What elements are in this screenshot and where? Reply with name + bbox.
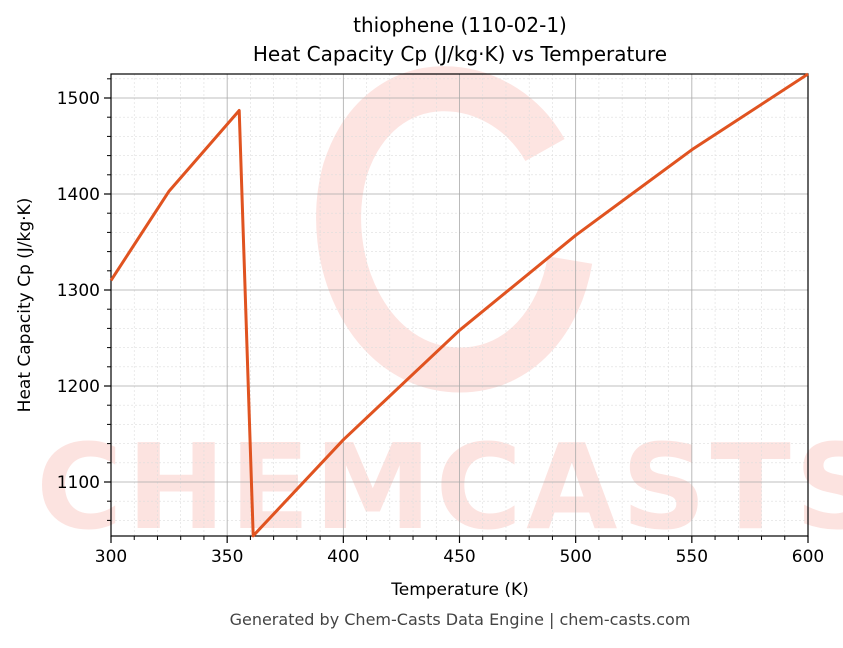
x-tick-label: 600: [792, 547, 824, 567]
y-tick-label: 1400: [57, 185, 100, 205]
x-tick-label: 500: [559, 547, 591, 567]
x-tick-label: 350: [211, 547, 243, 567]
chart-title: thiophene (110-02-1): [353, 13, 567, 37]
x-axis-label: Temperature (K): [390, 580, 529, 600]
y-tick-label: 1200: [57, 377, 100, 397]
y-tick-label: 1500: [57, 89, 100, 109]
series-line-cp: [109, 72, 809, 538]
chart-subtitle: Heat Capacity Cp (J/kg·K) vs Temperature: [253, 42, 667, 66]
footer-credit: Generated by Chem-Casts Data Engine | ch…: [230, 610, 691, 629]
x-tick-label: 450: [443, 547, 475, 567]
y-tick-label: 1100: [57, 473, 100, 493]
y-tick-label: 1300: [57, 281, 100, 301]
x-tick-label: 550: [676, 547, 708, 567]
watermark-logo: CHEMCASTS: [36, 66, 843, 556]
x-tick-label: 400: [327, 547, 359, 567]
svg-text:CHEMCASTS: CHEMCASTS: [36, 418, 843, 556]
x-tick-label: 300: [95, 547, 127, 567]
y-axis-label: Heat Capacity Cp (J/kg·K): [15, 198, 35, 413]
